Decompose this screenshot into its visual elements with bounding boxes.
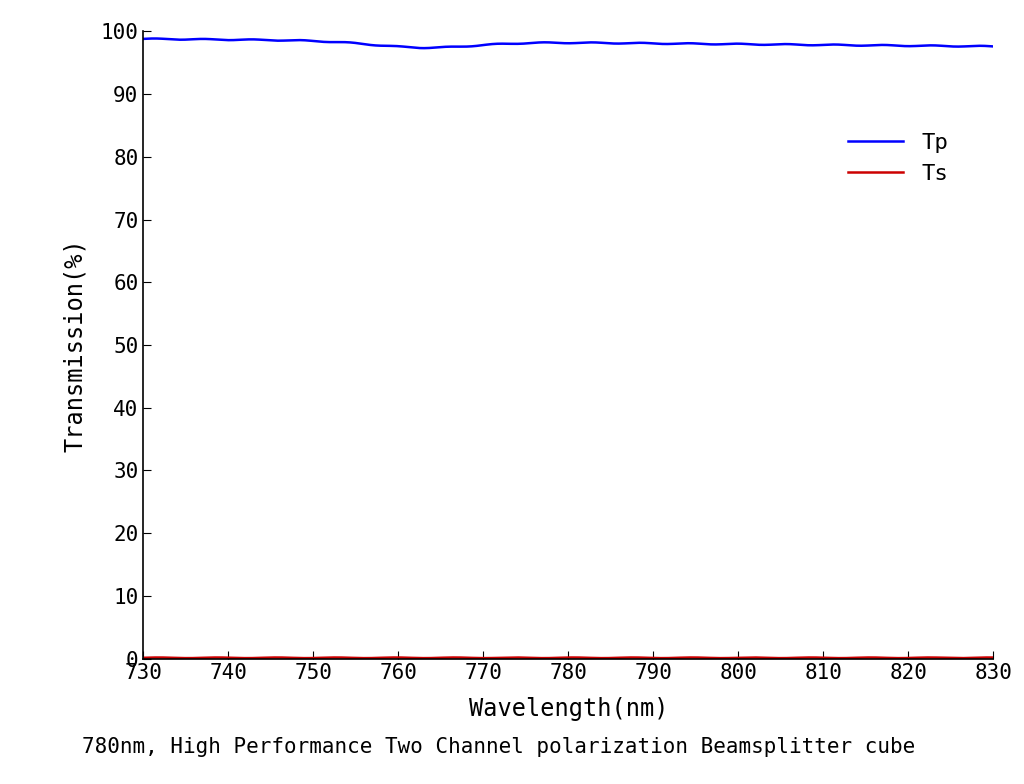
Tp [417, 43, 429, 53]
Tp [513, 39, 525, 49]
Tp [225, 35, 238, 45]
Ts [802, 653, 814, 662]
Tp [137, 34, 150, 44]
Ts [270, 653, 283, 662]
Text: 780nm, High Performance Two Channel polarization Beamsplitter cube: 780nm, High Performance Two Channel pola… [82, 737, 915, 757]
Tp [987, 42, 999, 51]
Tp [817, 40, 829, 49]
Ts [224, 653, 237, 662]
Ts [137, 653, 150, 662]
Ts [481, 653, 494, 662]
Tp [148, 34, 161, 43]
Ts [716, 653, 728, 662]
Ts [512, 653, 524, 662]
Ts [817, 653, 829, 662]
Line: Tp: Tp [143, 38, 993, 48]
Tp [482, 40, 495, 49]
X-axis label: Wavelength(nm): Wavelength(nm) [469, 697, 668, 721]
Tp [723, 39, 735, 49]
Ts [987, 653, 999, 662]
Y-axis label: Transmission(%): Transmission(%) [62, 238, 87, 452]
Ts [723, 653, 735, 662]
Legend: Tp, Ts: Tp, Ts [839, 124, 956, 193]
Tp [802, 41, 814, 50]
